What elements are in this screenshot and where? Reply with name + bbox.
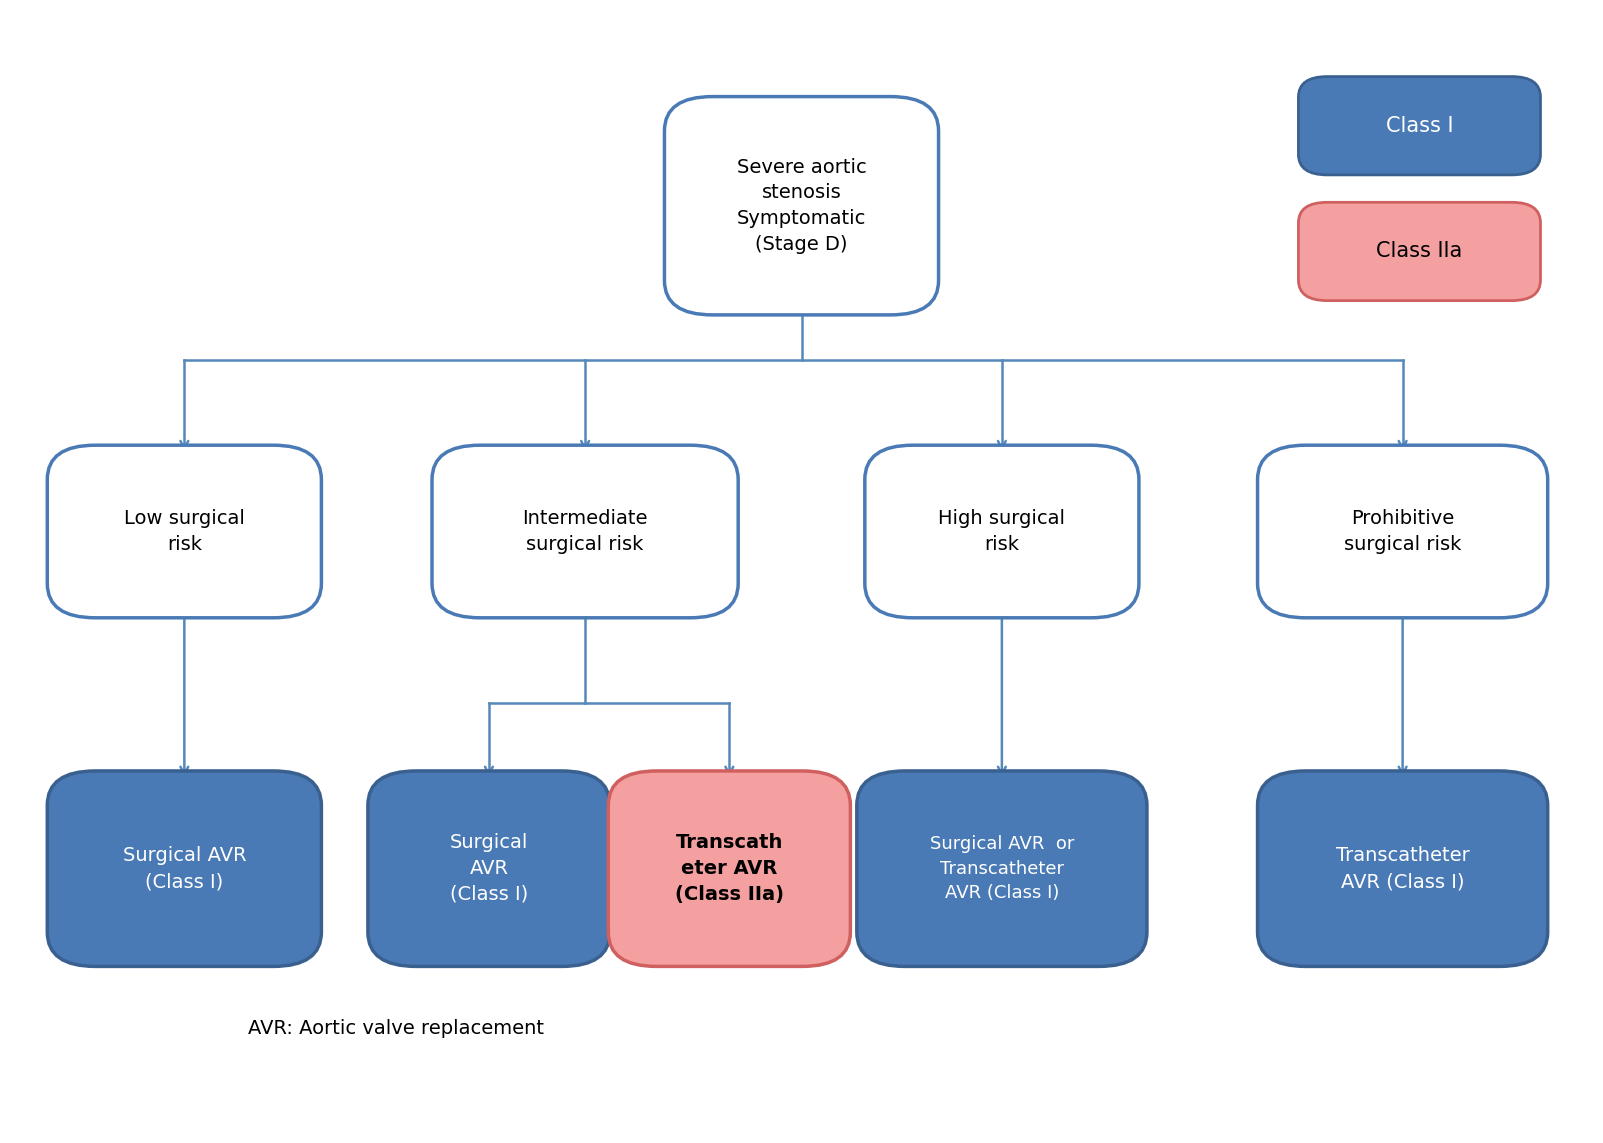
- FancyBboxPatch shape: [1298, 77, 1540, 175]
- Text: AVR: Aortic valve replacement: AVR: Aortic valve replacement: [248, 1020, 545, 1038]
- FancyBboxPatch shape: [48, 445, 321, 617]
- FancyBboxPatch shape: [608, 772, 850, 967]
- Text: Severe aortic
stenosis
Symptomatic
(Stage D): Severe aortic stenosis Symptomatic (Stag…: [737, 158, 866, 254]
- Text: Low surgical
risk: Low surgical risk: [123, 509, 245, 554]
- FancyBboxPatch shape: [431, 445, 737, 617]
- FancyBboxPatch shape: [866, 445, 1138, 617]
- Text: High surgical
risk: High surgical risk: [938, 509, 1066, 554]
- Text: Intermediate
surgical risk: Intermediate surgical risk: [523, 509, 648, 554]
- Text: Transcath
eter AVR
(Class IIa): Transcath eter AVR (Class IIa): [675, 833, 784, 904]
- FancyBboxPatch shape: [1298, 202, 1540, 301]
- FancyBboxPatch shape: [48, 772, 321, 967]
- Text: Class I: Class I: [1385, 115, 1454, 136]
- FancyBboxPatch shape: [1257, 772, 1548, 967]
- FancyBboxPatch shape: [367, 772, 609, 967]
- Text: Class IIa: Class IIa: [1377, 241, 1462, 262]
- Text: Surgical
AVR
(Class I): Surgical AVR (Class I): [450, 833, 527, 904]
- FancyBboxPatch shape: [1257, 445, 1548, 617]
- Text: Transcatheter
AVR (Class I): Transcatheter AVR (Class I): [1335, 846, 1470, 892]
- Text: Prohibitive
surgical risk: Prohibitive surgical risk: [1343, 509, 1462, 554]
- Text: Surgical AVR  or
Transcatheter
AVR (Class I): Surgical AVR or Transcatheter AVR (Class…: [930, 836, 1074, 902]
- FancyBboxPatch shape: [664, 96, 938, 315]
- Text: Surgical AVR
(Class I): Surgical AVR (Class I): [122, 846, 247, 892]
- FancyBboxPatch shape: [856, 772, 1148, 967]
